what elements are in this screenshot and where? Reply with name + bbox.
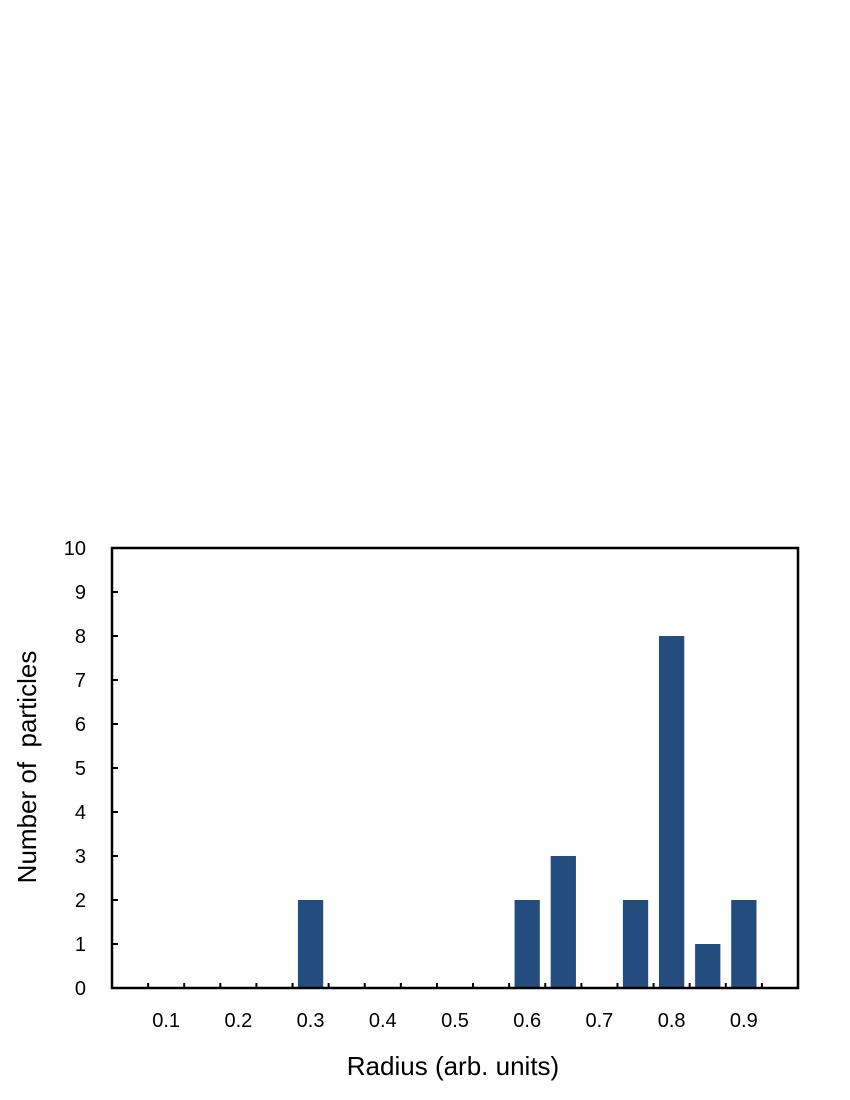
bar-4 [658,636,685,988]
y-tick-label: 10 [64,538,86,560]
plot-frame [110,546,800,990]
y-tick-label: 7 [75,670,86,692]
tick-labels-layer: 0 1 2 3 4 5 6 7 8 9 10 0.1 0.2 0.3 0.4 0.5 0.6 0.7 0.8 0.9 [64,538,758,1032]
bar-6 [731,900,757,988]
ticks-layer [112,547,763,989]
x-tick-label: 0.3 [297,1010,325,1032]
x-tick-label: 0.9 [730,1010,758,1032]
x-tick-label: 0.7 [586,1010,614,1032]
y-tick-label: 1 [75,934,86,956]
bar-5 [695,944,721,988]
y-tick-label: 0 [75,978,86,1000]
y-tick-label: 4 [75,802,86,824]
x-tick-label: 0.2 [224,1010,252,1032]
y-tick-label: 9 [75,582,86,604]
bar-2 [550,856,576,988]
bar-1 [514,900,540,988]
y-tick-label: 3 [75,846,86,868]
x-tick-label: 0.4 [369,1010,397,1032]
y-tick-label: 6 [75,714,86,736]
bar-0 [297,900,324,988]
y-tick-label: 5 [75,758,86,780]
x-tick-label: 0.8 [658,1010,686,1032]
x-tick-label: 0.5 [441,1010,469,1032]
x-tick-label: 0.6 [513,1010,541,1032]
bars-layer [297,636,757,988]
y-axis-title: Number of particles [12,651,42,884]
x-tick-label: 0.1 [152,1010,180,1032]
y-tick-label: 2 [75,890,86,912]
x-axis-title: Radius (arb. units) [347,1051,559,1081]
bar-3 [622,900,649,988]
y-tick-label: 8 [75,626,86,648]
